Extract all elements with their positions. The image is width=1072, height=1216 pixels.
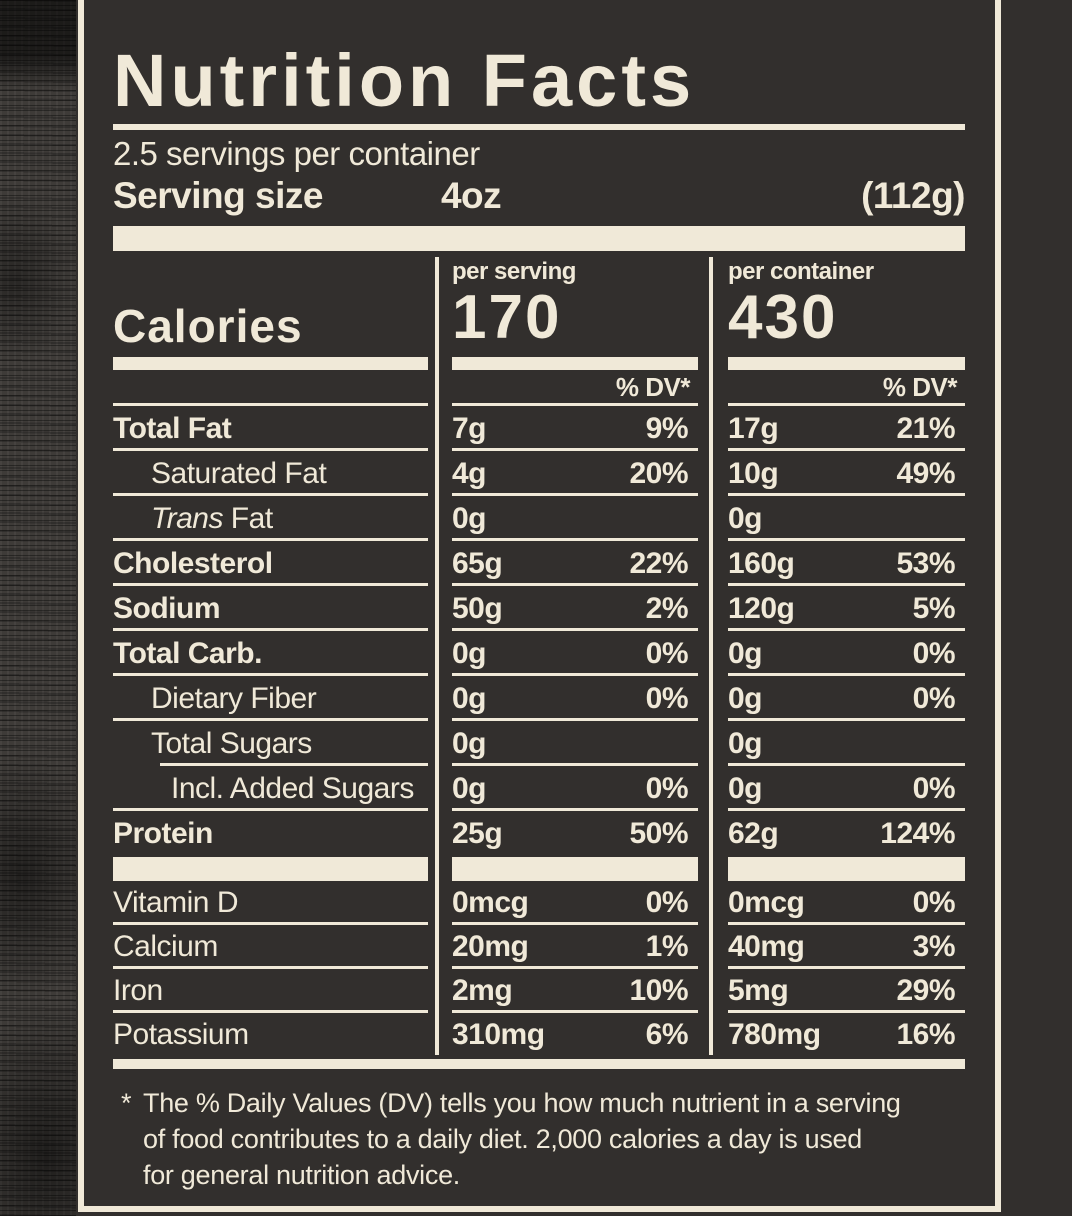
table-row-total-carb: Total Carb. 0g 0% 0g 0% bbox=[113, 631, 965, 676]
calories-per-serving-value: 170 bbox=[452, 283, 562, 352]
table-row-added-sugars: Incl. Added Sugars 0g 0% 0g 0% bbox=[113, 766, 965, 811]
table-row-calcium: Calcium 20mg 1% 40mg 3% bbox=[113, 925, 965, 969]
title-underline bbox=[113, 124, 965, 130]
table-row-vitamin-d: Vitamin D 0mcg 0% 0mcg 0% bbox=[113, 881, 965, 925]
table-row-potassium: Potassium 310mg 6% 780mg 16% bbox=[113, 1018, 955, 1051]
background-engraving-texture bbox=[0, 0, 76, 1216]
calories-underline-bars bbox=[113, 357, 965, 370]
calories-per-container: per container 430 bbox=[728, 259, 965, 357]
page-title: Nutrition Facts bbox=[113, 39, 696, 122]
serving-size-label: Serving size bbox=[113, 175, 323, 216]
calories-per-serving: per serving 170 bbox=[452, 259, 698, 357]
table-row-saturated-fat: Saturated Fat 4g 20% 10g 49% bbox=[113, 451, 965, 496]
column-divider-2 bbox=[709, 257, 713, 1055]
daily-value-header-row: % DV* % DV* bbox=[113, 370, 965, 406]
serving-size-value: 4oz bbox=[440, 175, 502, 216]
footnote-line: of food contributes to a daily diet. 2,0… bbox=[143, 1124, 862, 1154]
protein-section-bars bbox=[113, 857, 965, 881]
nutrition-table: Calories per serving 170 per container 4… bbox=[113, 251, 965, 1069]
footnote-line: for general nutrition advice. bbox=[143, 1160, 460, 1190]
table-row-trans-fat: Trans Fat 0g 0g bbox=[113, 496, 965, 541]
table-row-total-fat: Total Fat 7g 9% 17g 21% bbox=[113, 406, 965, 451]
footnote-asterisk: * bbox=[121, 1088, 132, 1118]
table-end-bar bbox=[113, 1059, 965, 1069]
calories-row: Calories per serving 170 per container 4… bbox=[113, 259, 965, 357]
daily-value-footnote: * The % Daily Values (DV) tells you how … bbox=[113, 1085, 965, 1193]
table-row-iron: Iron 2mg 10% 5mg 29% bbox=[113, 969, 965, 1013]
serving-size-weight: (112g) bbox=[861, 175, 965, 216]
table-row-sodium: Sodium 50g 2% 120g 5% bbox=[113, 586, 965, 631]
table-row-protein: Protein 25g 50% 62g 124% bbox=[113, 817, 955, 850]
table-row-dietary-fiber: Dietary Fiber 0g 0% 0g 0% bbox=[113, 676, 965, 721]
dv-header-container: % DV* bbox=[728, 370, 965, 406]
calories-label: Calories bbox=[113, 300, 303, 352]
thick-separator-bar bbox=[113, 226, 965, 251]
table-row-total-sugars: Total Sugars 0g 0g bbox=[113, 721, 965, 766]
column-divider-1 bbox=[435, 257, 439, 1055]
serving-size-row: Serving size 4oz (112g) bbox=[113, 174, 965, 218]
servings-per-container: 2.5 servings per container bbox=[113, 135, 480, 172]
dv-header-serving: % DV* bbox=[452, 370, 698, 406]
footnote-line: The % Daily Values (DV) tells you how mu… bbox=[143, 1088, 901, 1118]
nutrition-facts-label: Nutrition Facts 2.5 servings per contain… bbox=[78, 0, 1001, 1212]
table-row-cholesterol: Cholesterol 65g 22% 160g 53% bbox=[113, 541, 965, 586]
calories-per-container-value: 430 bbox=[728, 283, 838, 352]
